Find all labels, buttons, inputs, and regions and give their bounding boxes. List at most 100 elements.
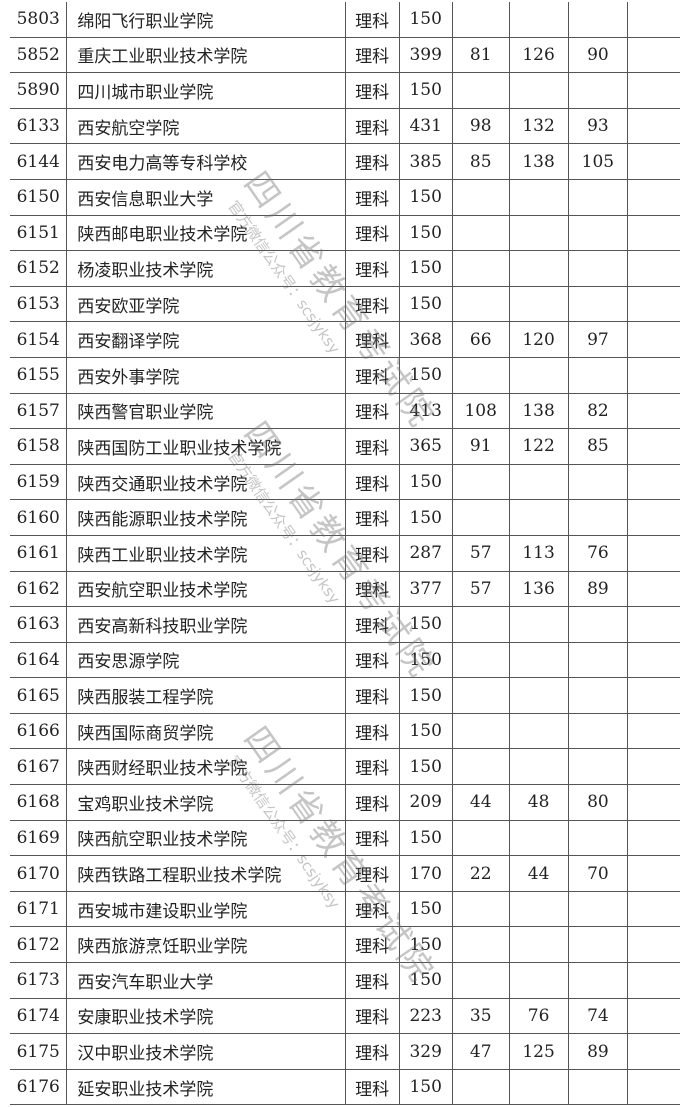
cell-code: 6161 <box>10 534 68 572</box>
cell-blank <box>627 36 680 74</box>
cell-name: 西安外事学院 <box>66 356 346 394</box>
cell-name: 重庆工业职业技术学院 <box>66 36 346 74</box>
cell-c <box>567 606 629 643</box>
cell-b <box>508 819 569 857</box>
cell-blank <box>627 890 680 928</box>
cell-a <box>451 214 510 252</box>
cell-blank <box>627 285 680 323</box>
cell-c <box>567 463 629 501</box>
cell-blank <box>627 107 680 145</box>
cell-subject: 理科 <box>344 534 400 572</box>
cell-b: 125 <box>508 1033 569 1070</box>
cell-plan: 287 <box>398 534 453 572</box>
cell-c <box>567 285 629 323</box>
cell-a <box>451 606 510 643</box>
cell-subject: 理科 <box>344 1033 400 1070</box>
cell-c <box>567 641 629 679</box>
cell-blank <box>627 534 680 572</box>
cell-name: 西安信息职业大学 <box>66 178 346 216</box>
cell-blank <box>627 1068 680 1106</box>
cell-c: 80 <box>567 784 629 821</box>
cell-a <box>451 499 510 536</box>
table-row: 6159 陕西交通职业技术学院 理科 150 <box>10 463 680 501</box>
cell-b <box>508 463 569 501</box>
table-row: 6170 陕西铁路工程职业技术学院 理科 170 22 44 70 <box>10 855 680 892</box>
cell-name: 西安高新科技职业学院 <box>66 606 346 643</box>
cell-blank <box>627 178 680 216</box>
cell-a: 35 <box>451 997 510 1035</box>
cell-subject: 理科 <box>344 641 400 679</box>
cell-name: 陕西国防工业职业技术学院 <box>66 428 346 465</box>
cell-b: 122 <box>508 428 569 465</box>
table-row: 6133 西安航空学院 理科 431 98 132 93 <box>10 107 680 145</box>
cell-a <box>451 890 510 928</box>
cell-code: 6163 <box>10 606 68 643</box>
cell-c <box>567 890 629 928</box>
cell-plan: 150 <box>398 712 453 750</box>
cell-name: 西安航空职业技术学院 <box>66 570 346 608</box>
table-row: 6168 宝鸡职业技术学院 理科 209 44 48 80 <box>10 784 680 821</box>
cell-b <box>508 250 569 287</box>
table-row: 6176 延安职业技术学院 理科 150 <box>10 1068 680 1106</box>
cell-c <box>567 356 629 394</box>
cell-blank <box>627 321 680 358</box>
cell-code: 6170 <box>10 855 68 892</box>
cell-blank <box>627 143 680 180</box>
cell-c: 105 <box>567 143 629 180</box>
cell-blank <box>627 997 680 1035</box>
cell-b: 136 <box>508 570 569 608</box>
table-row: 6160 陕西能源职业技术学院 理科 150 <box>10 499 680 536</box>
cell-code: 6168 <box>10 784 68 821</box>
cell-subject: 理科 <box>344 214 400 252</box>
cell-name: 四川城市职业学院 <box>66 72 346 109</box>
cell-c: 97 <box>567 321 629 358</box>
cell-b <box>508 962 569 999</box>
cell-subject: 理科 <box>344 285 400 323</box>
table-row: 6155 西安外事学院 理科 150 <box>10 356 680 394</box>
cell-code: 6144 <box>10 143 68 180</box>
cell-code: 6167 <box>10 748 68 786</box>
cell-c <box>567 178 629 216</box>
table-row: 6152 杨凌职业技术学院 理科 150 <box>10 250 680 287</box>
cell-code: 6152 <box>10 250 68 287</box>
cell-blank <box>627 784 680 821</box>
cell-a: 57 <box>451 534 510 572</box>
cell-c: 82 <box>567 392 629 430</box>
cell-b: 132 <box>508 107 569 145</box>
cell-c: 89 <box>567 1033 629 1070</box>
cell-c: 89 <box>567 570 629 608</box>
cell-blank <box>627 570 680 608</box>
cell-blank <box>627 463 680 501</box>
cell-c <box>567 250 629 287</box>
table-row: 6175 汉中职业技术学院 理科 329 47 125 89 <box>10 1033 680 1070</box>
cell-b <box>508 499 569 536</box>
cell-plan: 209 <box>398 784 453 821</box>
cell-c <box>567 214 629 252</box>
cell-code: 6171 <box>10 890 68 928</box>
cell-b <box>508 214 569 252</box>
cell-plan: 368 <box>398 321 453 358</box>
cell-blank <box>627 926 680 964</box>
cell-name: 陕西航空职业技术学院 <box>66 819 346 857</box>
cell-blank <box>627 641 680 679</box>
cell-c <box>567 962 629 999</box>
cell-a: 91 <box>451 428 510 465</box>
cell-blank <box>627 72 680 109</box>
cell-a <box>451 712 510 750</box>
cell-subject: 理科 <box>344 570 400 608</box>
table-row: 5890 四川城市职业学院 理科 150 <box>10 72 680 109</box>
table-row: 6150 西安信息职业大学 理科 150 <box>10 178 680 216</box>
cell-subject: 理科 <box>344 72 400 109</box>
cell-plan: 150 <box>398 890 453 928</box>
cell-code: 6169 <box>10 819 68 857</box>
table-body: 5803 绵阳飞行职业学院 理科 150 5852 重庆工业职业技术学院 理科 399 81 12… <box>10 2 680 1106</box>
cell-plan: 150 <box>398 178 453 216</box>
table-row: 6153 西安欧亚学院 理科 150 <box>10 285 680 323</box>
table-row: 6166 陕西国际商贸学院 理科 150 <box>10 712 680 750</box>
cell-subject: 理科 <box>344 428 400 465</box>
cell-name: 绵阳飞行职业学院 <box>66 2 346 38</box>
cell-name: 陕西财经职业技术学院 <box>66 748 346 786</box>
cell-code: 6133 <box>10 107 68 145</box>
cell-blank <box>627 748 680 786</box>
table-row: 6167 陕西财经职业技术学院 理科 150 <box>10 748 680 786</box>
